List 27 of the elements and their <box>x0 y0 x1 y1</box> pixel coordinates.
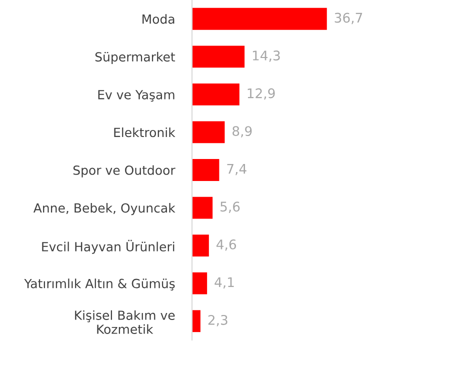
y-tick-label: Yatırımlık Altın & Gümüş <box>24 278 175 290</box>
y-tick-label: Anne, Bebek, Oyuncak <box>33 203 176 216</box>
y-tick-label: Kişisel Bakım ve Kozmetik <box>75 310 175 334</box>
bar <box>192 83 240 106</box>
data-label: 4,1 <box>214 277 234 289</box>
bar <box>192 234 209 257</box>
bar <box>192 310 200 332</box>
bar <box>192 46 245 68</box>
data-label: 7,4 <box>227 164 246 176</box>
data-label: 12,9 <box>248 88 275 100</box>
data-label: 14,3 <box>252 50 280 62</box>
data-label: 4,6 <box>216 239 236 251</box>
bar <box>192 159 220 181</box>
y-tick-label: Süpermarket <box>95 52 176 64</box>
y-tick-label: Spor ve Outdoor <box>73 165 176 178</box>
bar <box>192 272 208 294</box>
data-label: 8,9 <box>232 126 252 138</box>
bar <box>192 8 327 30</box>
y-tick-label: Ev ve Yaşam <box>98 90 174 102</box>
y-tick-label: Elektronik <box>114 127 176 138</box>
y-tick-label: Evcil Hayvan Ürünleri <box>42 240 174 254</box>
bar <box>192 196 213 219</box>
y-tick-label: Moda <box>142 14 174 24</box>
data-label: 2,3 <box>208 314 228 326</box>
data-label: 36,7 <box>334 12 362 24</box>
data-label: 5,6 <box>220 202 240 213</box>
bar <box>192 121 225 144</box>
